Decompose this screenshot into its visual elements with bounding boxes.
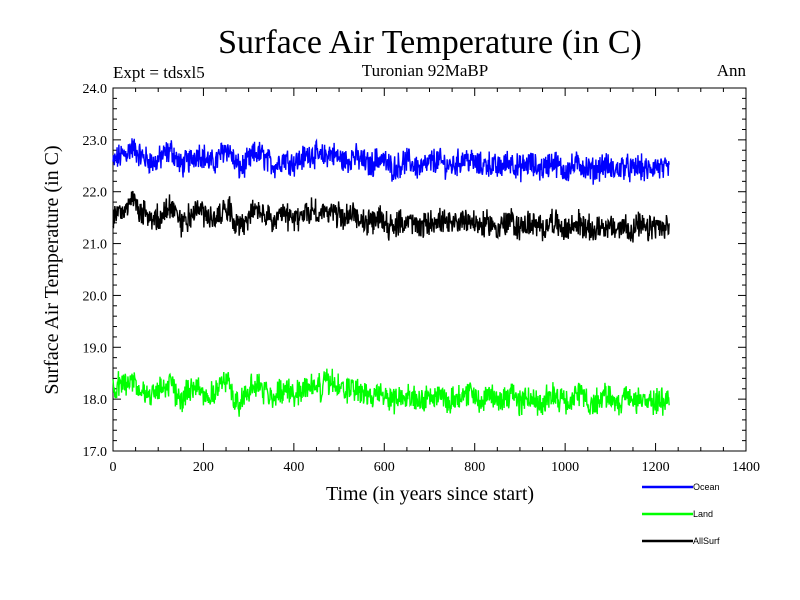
y-tick-label: 22.0	[83, 186, 108, 201]
season-label: Ann	[717, 61, 747, 80]
y-tick-label: 17.0	[83, 445, 108, 460]
period-label: Turonian 92MaBP	[362, 61, 488, 80]
x-tick-label: 200	[193, 460, 214, 475]
legend-label-allsurf: AllSurf	[693, 536, 720, 546]
series-line-land	[112, 368, 670, 417]
legend-label-land: Land	[693, 509, 713, 519]
x-tick-label: 400	[283, 460, 304, 475]
x-tick-label: 1200	[642, 460, 670, 475]
axis-tick-labels: 0 200 400 600 800 1000 1200 1400 17.0 18.0 19.0 20.…	[83, 82, 761, 475]
y-tick-label: 19.0	[83, 341, 108, 356]
series-line-ocean	[112, 138, 670, 185]
y-tick-label: 20.0	[83, 289, 108, 304]
legend: Ocean Land AllSurf	[642, 482, 720, 546]
experiment-label: Expt = tdsxl5	[113, 63, 205, 82]
x-axis-label: Time (in years since start)	[326, 483, 534, 505]
y-tick-label: 18.0	[83, 393, 108, 408]
x-tick-label: 1000	[551, 460, 579, 475]
y-tick-label: 24.0	[83, 82, 108, 97]
x-tick-label: 600	[374, 460, 395, 475]
y-axis-label: Surface Air Temperature (in C)	[41, 145, 63, 394]
x-tick-label: 0	[110, 460, 117, 475]
axis-ticks	[112, 87, 747, 452]
series-lines	[112, 138, 670, 417]
chart-title: Surface Air Temperature (in C)	[218, 24, 642, 61]
y-tick-label: 23.0	[83, 134, 108, 149]
x-tick-label: 1400	[732, 460, 760, 475]
legend-label-ocean: Ocean	[693, 482, 720, 492]
y-tick-label: 21.0	[83, 238, 108, 253]
series-line-allsurf	[112, 190, 670, 243]
x-tick-label: 800	[464, 460, 485, 475]
